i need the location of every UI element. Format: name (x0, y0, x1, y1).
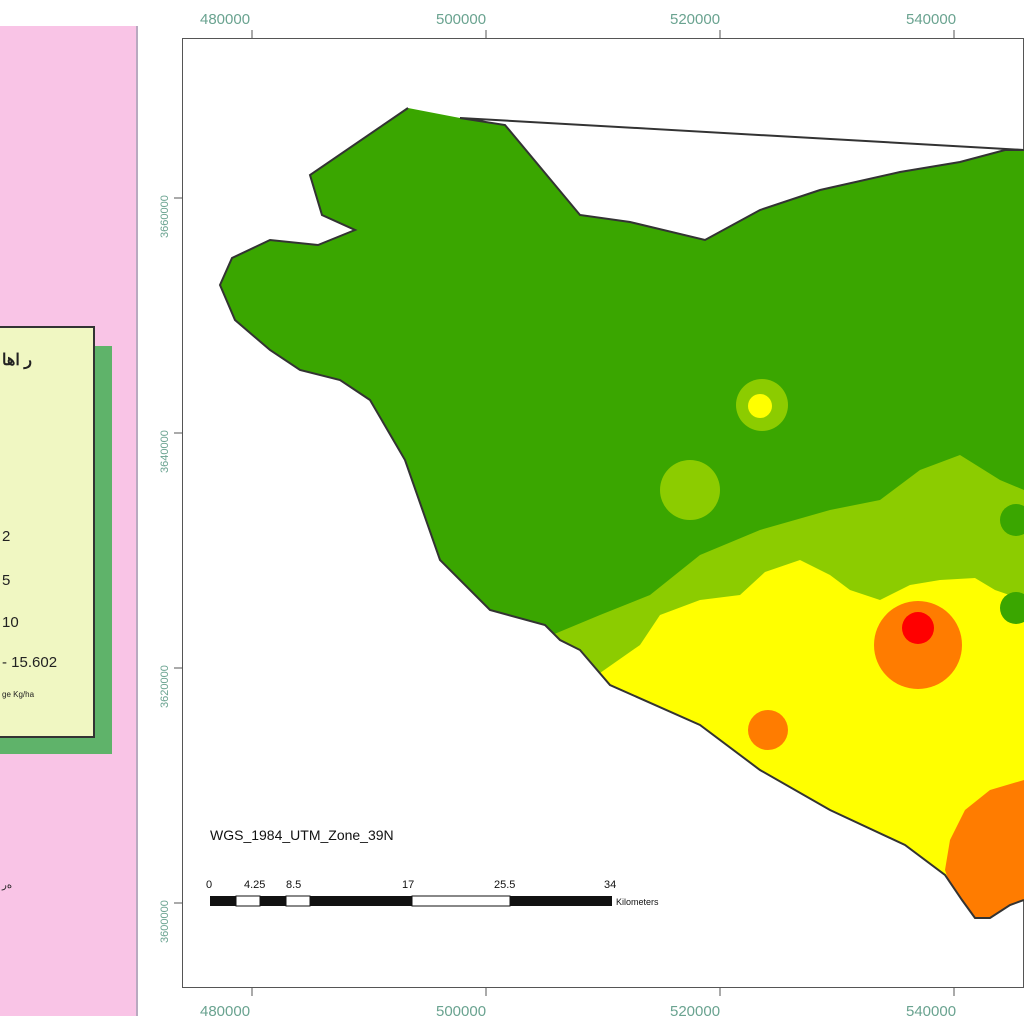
scale-segment (411, 895, 511, 907)
orange-spot (748, 710, 788, 750)
side-note: ه‌ر (2, 880, 13, 891)
x-coord-label: 520000 (670, 1003, 720, 1020)
light-green-patch (660, 460, 720, 520)
yellow-spot (748, 394, 772, 418)
x-coord-label: 500000 (436, 11, 486, 28)
scale-label: 34 (604, 879, 616, 891)
scale-label: 17 (402, 879, 414, 891)
scale-segment (285, 895, 311, 907)
scale-unit: Kilometers (616, 897, 659, 907)
projection-label: WGS_1984_UTM_Zone_39N (210, 827, 394, 843)
x-coord-label: 540000 (906, 1003, 956, 1020)
legend-item: 10 (2, 614, 19, 631)
scale-segment (235, 895, 261, 907)
x-labels-bottom: 480000 500000 520000 540000 (200, 1003, 956, 1020)
legend-item: 2 (2, 528, 11, 545)
legend-title: ر اها (2, 352, 32, 369)
grid-ticks (174, 30, 955, 996)
scale-label: 8.5 (286, 879, 301, 891)
scale-segment (210, 896, 236, 906)
legend-item: 5 (2, 572, 11, 589)
x-coord-label: 480000 (200, 1003, 250, 1020)
fertilizer-surface (218, 107, 1024, 919)
orange-hotspot (874, 601, 962, 689)
x-coord-label: 480000 (200, 11, 250, 28)
scale-label: 0 (206, 879, 212, 891)
green-patch (1000, 504, 1024, 536)
y-coord-label: 3600000 (159, 900, 171, 943)
red-hotspot (902, 612, 934, 644)
legend-box: ر اها 2 5 10 - 15.602 ge Kg/ha (0, 326, 95, 738)
scale-label: 4.25 (244, 879, 265, 891)
y-coord-label: 3660000 (159, 195, 171, 238)
orange-zone-south (945, 780, 1024, 918)
scale-segment (510, 896, 612, 906)
x-coord-label: 500000 (436, 1003, 486, 1020)
x-coord-label: 520000 (670, 11, 720, 28)
x-coord-label: 540000 (906, 11, 956, 28)
y-labels-left: 3660000 3640000 3620000 3600000 (159, 195, 171, 943)
scale-segment (260, 896, 286, 906)
y-coord-label: 3620000 (159, 665, 171, 708)
scale-bar: 0 4.25 8.5 17 25.5 34 Kilometers (206, 879, 659, 907)
x-labels-top: 480000 500000 520000 540000 (200, 11, 956, 28)
green-patch (1000, 592, 1024, 624)
y-coord-label: 3640000 (159, 430, 171, 473)
light-green-patch (896, 518, 920, 542)
scale-label: 25.5 (494, 879, 515, 891)
legend-unit: ge Kg/ha (2, 690, 35, 699)
scale-segment (310, 896, 412, 906)
region-outline (218, 107, 1024, 919)
legend-item: - 15.602 (2, 654, 58, 671)
